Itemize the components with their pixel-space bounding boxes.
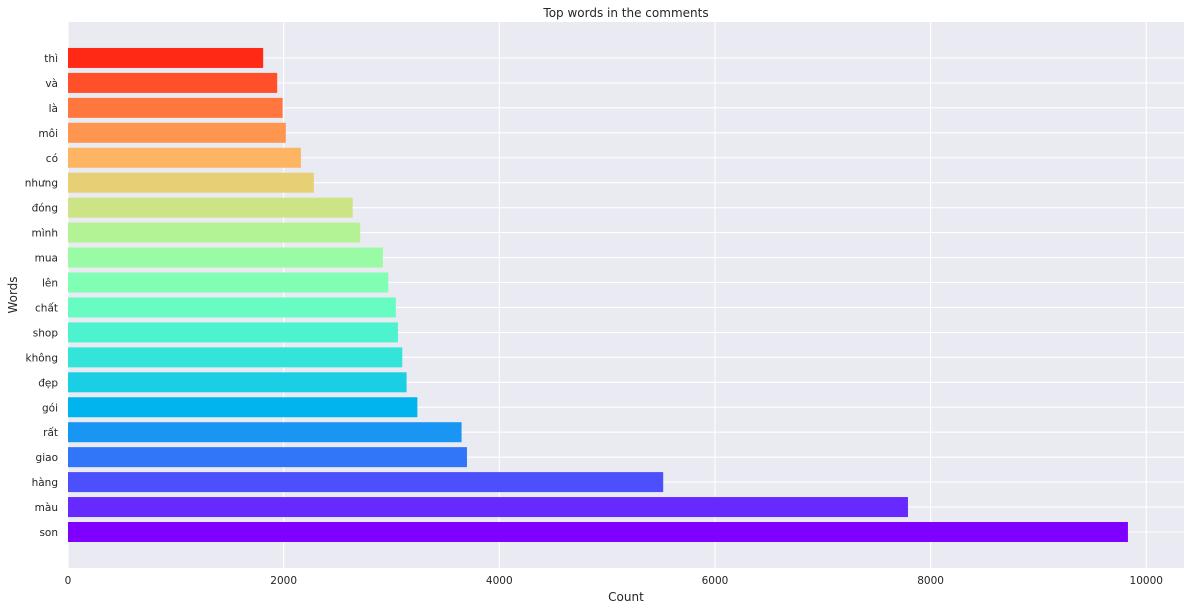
bar-có: [68, 147, 301, 168]
bar-son: [68, 522, 1128, 542]
y-tick-label: mình: [32, 228, 58, 240]
y-tick-label: thì: [44, 53, 58, 65]
y-tick-label: có: [46, 153, 58, 165]
bar-mua: [68, 247, 383, 268]
bar-gói: [68, 397, 418, 418]
bar-nhưng: [68, 172, 314, 193]
y-tick-label: không: [26, 352, 58, 364]
y-tick-label: lên: [42, 278, 58, 290]
x-tick-label: 8000: [917, 575, 944, 587]
y-tick-label: và: [45, 78, 58, 90]
y-tick-label: shop: [33, 327, 59, 339]
y-tick-label: nhưng: [25, 178, 58, 190]
y-tick-label: gói: [42, 402, 58, 414]
y-tick-label: là: [49, 103, 58, 115]
bar-là: [68, 97, 283, 118]
y-tick-labels: son màu hàng giao rất gói đẹp không shop chất lên m…: [25, 53, 59, 539]
chart-title: Top words in the comments: [542, 6, 708, 20]
x-tick-label: 6000: [702, 575, 729, 587]
y-tick-label: mua: [35, 253, 58, 265]
bars: [68, 47, 1128, 542]
x-tick-labels: 0 2000 4000 6000 8000 10000: [65, 575, 1163, 587]
bar-chất: [68, 297, 396, 318]
y-tick-label: hàng: [32, 477, 58, 489]
y-tick-label: rất: [43, 427, 58, 439]
x-tick-label: 4000: [486, 575, 513, 587]
y-tick-label: chất: [35, 302, 58, 314]
x-tick-label: 0: [65, 575, 72, 587]
bar-thì: [68, 47, 264, 68]
bar-mình: [68, 222, 361, 243]
bar-môi: [68, 122, 286, 143]
bar-màu: [68, 497, 908, 518]
bar-đóng: [68, 197, 353, 218]
y-tick-label: môi: [38, 128, 58, 140]
bar-không: [68, 347, 403, 368]
bar-giao: [68, 447, 467, 468]
y-tick-label: đẹp: [38, 377, 58, 389]
y-tick-label: màu: [35, 502, 58, 514]
bar-hàng: [68, 472, 664, 493]
bar-đẹp: [68, 372, 407, 393]
x-axis-label: Count: [608, 590, 644, 604]
bar-rất: [68, 422, 462, 443]
x-tick-label: 10000: [1130, 575, 1163, 587]
bar-lên: [68, 272, 389, 293]
y-tick-label: son: [39, 527, 58, 539]
y-axis-label: Words: [6, 276, 20, 313]
bar-và: [68, 72, 278, 93]
y-tick-label: đóng: [32, 203, 58, 215]
bar-shop: [68, 322, 398, 343]
x-tick-label: 2000: [270, 575, 297, 587]
y-tick-label: giao: [36, 452, 58, 464]
